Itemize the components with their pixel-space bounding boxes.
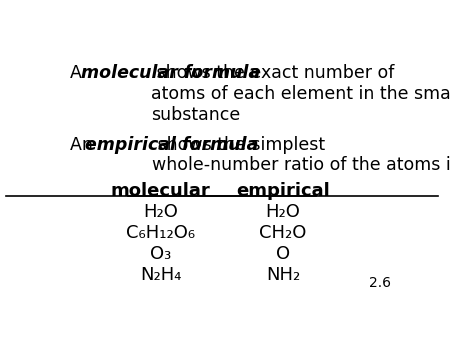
Text: empirical: empirical <box>236 183 330 200</box>
Text: O₃: O₃ <box>150 245 171 263</box>
Text: NH₂: NH₂ <box>266 266 300 284</box>
Text: shows the exact number of
atoms of each element in the smallest unit of a
substa: shows the exact number of atoms of each … <box>151 64 450 124</box>
Text: empirical formula: empirical formula <box>85 136 258 153</box>
Text: C₆H₁₂O₆: C₆H₁₂O₆ <box>126 224 195 242</box>
Text: H₂O: H₂O <box>266 203 301 221</box>
Text: shows the simplest
whole-number ratio of the atoms in a substance: shows the simplest whole-number ratio of… <box>152 136 450 174</box>
Text: molecular: molecular <box>111 183 211 200</box>
Text: An: An <box>70 136 99 153</box>
Text: molecular formula: molecular formula <box>81 64 261 82</box>
Text: N₂H₄: N₂H₄ <box>140 266 181 284</box>
Text: H₂O: H₂O <box>144 203 178 221</box>
Text: 2.6: 2.6 <box>369 276 391 290</box>
Text: A: A <box>70 64 88 82</box>
Text: O: O <box>276 245 290 263</box>
Text: CH₂O: CH₂O <box>259 224 306 242</box>
